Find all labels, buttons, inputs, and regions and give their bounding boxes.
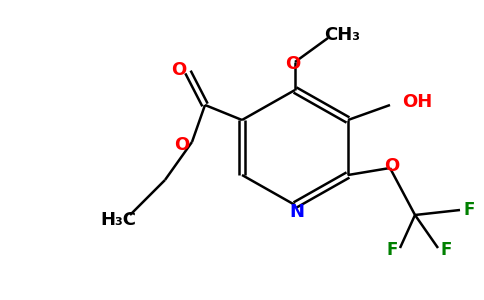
Text: CH₃: CH₃ xyxy=(324,26,360,44)
Text: OH: OH xyxy=(402,93,432,111)
Text: O: O xyxy=(174,136,190,154)
Text: N: N xyxy=(289,203,304,221)
Text: O: O xyxy=(286,55,301,73)
Text: F: F xyxy=(386,241,398,259)
Text: F: F xyxy=(440,241,452,259)
Text: O: O xyxy=(171,61,187,79)
Text: H₃C: H₃C xyxy=(100,211,136,229)
Text: F: F xyxy=(463,201,475,219)
Text: O: O xyxy=(384,157,400,175)
